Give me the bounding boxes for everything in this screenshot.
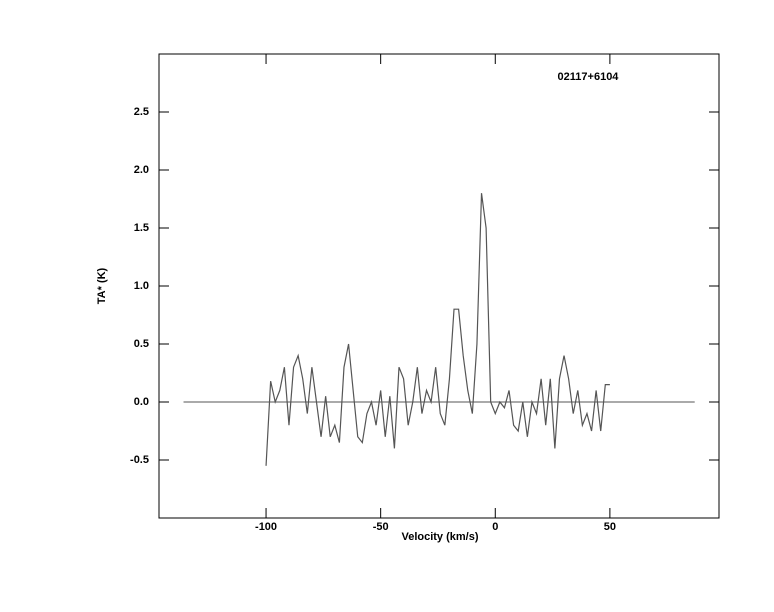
annotation: 02117+6104 bbox=[558, 71, 620, 83]
y-tick-label: 0.5 bbox=[134, 338, 149, 350]
y-tick-label: 1.0 bbox=[134, 280, 149, 292]
x-tick-label: -100 bbox=[255, 521, 277, 533]
y-tick-label: 2.5 bbox=[134, 106, 149, 118]
spectrum-line bbox=[265, 193, 610, 466]
y-tick-label: -0.5 bbox=[130, 454, 149, 466]
y-tick-label: 1.5 bbox=[134, 222, 149, 234]
y-axis-label: TA* (K) bbox=[96, 267, 108, 304]
x-tick-label: 50 bbox=[604, 521, 616, 533]
x-axis-label: Velocity (km/s) bbox=[401, 531, 478, 543]
y-tick-label: 0.0 bbox=[134, 396, 149, 408]
plot-frame bbox=[158, 53, 720, 519]
x-tick-label: 0 bbox=[492, 521, 498, 533]
x-tick-label: -50 bbox=[373, 521, 389, 533]
y-tick-label: 2.0 bbox=[134, 164, 149, 176]
